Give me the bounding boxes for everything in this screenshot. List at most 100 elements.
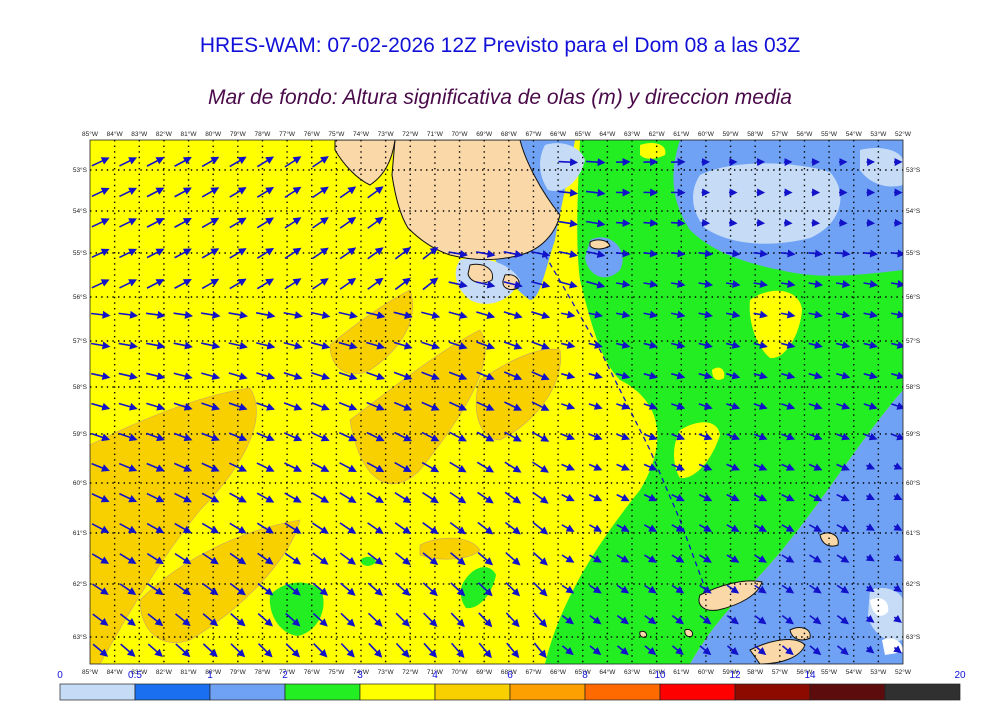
direction-arrow — [808, 371, 823, 380]
direction-arrow — [781, 645, 794, 656]
direction-arrow — [670, 310, 686, 319]
direction-arrow — [560, 341, 576, 349]
colorbar-swatch — [734, 683, 811, 701]
direction-arrow — [644, 584, 657, 594]
direction-arrow — [615, 249, 631, 258]
direction-arrow — [890, 249, 903, 258]
longitude-label: 84°W — [107, 130, 124, 138]
direction-arrow — [257, 552, 274, 565]
latitude-label: 62°S — [73, 580, 88, 588]
direction-arrow — [726, 371, 741, 380]
direction-arrow — [174, 187, 192, 198]
direction-arrow — [671, 432, 686, 441]
direction-arrow — [698, 432, 713, 441]
latitude-label: 56°S — [906, 293, 921, 301]
direction-arrow — [753, 341, 768, 349]
direction-arrow — [561, 463, 575, 471]
direction-arrow — [147, 643, 163, 658]
direction-arrow — [643, 371, 658, 380]
direction-arrow — [229, 492, 247, 503]
direction-arrow — [863, 432, 878, 441]
direction-arrow — [256, 522, 274, 534]
direction-arrow — [561, 645, 574, 656]
direction-arrow — [228, 402, 248, 411]
direction-arrow — [560, 310, 576, 319]
direction-arrow — [890, 280, 903, 288]
direction-arrow — [753, 280, 769, 288]
direction-arrow — [118, 432, 138, 442]
colorbar-swatch — [659, 683, 736, 701]
longitude-label: 61°W — [673, 668, 690, 676]
longitude-label: 70°W — [452, 130, 469, 138]
direction-arrow — [202, 643, 218, 658]
direction-arrow — [808, 463, 823, 471]
longitude-label: 68°W — [501, 130, 518, 138]
latitude-labels-left: 53°S 54°S 55°S 56°S 57°S 58°S 59°S 60°S 61°S 62°S… — [73, 166, 88, 641]
direction-arrow — [477, 491, 494, 504]
direction-arrow — [588, 402, 603, 410]
direction-arrow — [808, 280, 824, 288]
direction-arrow — [91, 157, 110, 167]
direction-arrow — [173, 310, 193, 319]
direction-arrow — [561, 554, 575, 563]
direction-arrow — [448, 371, 468, 381]
direction-arrow — [91, 279, 110, 289]
direction-arrow — [422, 277, 439, 291]
direction-arrow — [339, 247, 357, 260]
direction-arrow — [893, 462, 903, 470]
direction-arrow — [644, 614, 657, 625]
direction-arrow — [147, 613, 164, 627]
direction-arrow — [753, 249, 769, 258]
direction-arrow — [644, 554, 657, 563]
direction-arrow — [643, 249, 659, 258]
direction-arrow — [421, 461, 440, 473]
longitude-label: 83°W — [131, 668, 148, 676]
longitude-label: 81°W — [181, 130, 198, 138]
direction-arrow — [531, 250, 551, 258]
direction-arrow — [146, 218, 165, 228]
colorbar-swatch — [809, 683, 886, 701]
direction-arrow — [809, 554, 822, 563]
direction-arrow — [91, 248, 110, 259]
direction-arrow — [421, 311, 441, 320]
direction-arrow — [422, 246, 439, 260]
direction-arrow — [644, 645, 657, 656]
direction-arrow — [146, 522, 165, 534]
direction-arrow — [670, 219, 686, 227]
direction-arrow — [200, 310, 221, 319]
longitude-label: 56°W — [796, 130, 813, 138]
direction-arrow — [448, 341, 468, 350]
direction-arrow — [505, 612, 520, 628]
direction-arrow — [558, 188, 579, 197]
direction-arrow — [726, 584, 740, 594]
longitude-label: 71°W — [427, 130, 444, 138]
longitude-label: 62°W — [649, 130, 666, 138]
colorbar-tick-label: 1 — [207, 670, 213, 681]
direction-arrow — [808, 524, 823, 532]
direction-arrow — [753, 463, 768, 471]
longitude-label: 63°W — [624, 668, 641, 676]
direction-arrow — [643, 463, 658, 471]
direction-arrow — [146, 372, 166, 381]
direction-arrow — [422, 552, 439, 566]
direction-arrow — [229, 522, 247, 534]
direction-arrow — [531, 401, 550, 411]
direction-arrow — [146, 432, 165, 442]
longitude-label: 78°W — [254, 130, 271, 138]
direction-arrow — [890, 310, 903, 319]
direction-arrow — [394, 247, 411, 260]
longitude-label: 80°W — [205, 130, 222, 138]
direction-arrow — [671, 614, 685, 625]
longitude-label: 82°W — [156, 668, 173, 676]
tierra-del-fuego — [391, 140, 561, 261]
colorbar-swatch — [134, 683, 211, 701]
direction-arrow — [615, 310, 631, 319]
direction-arrow — [865, 614, 875, 623]
direction-arrow — [891, 371, 903, 380]
direction-arrow — [643, 280, 659, 288]
direction-arrow — [588, 310, 603, 319]
colorbar-swatch — [209, 683, 286, 701]
direction-arrow — [256, 156, 275, 168]
longitude-label: 68°W — [501, 668, 518, 676]
map-area — [90, 140, 903, 664]
